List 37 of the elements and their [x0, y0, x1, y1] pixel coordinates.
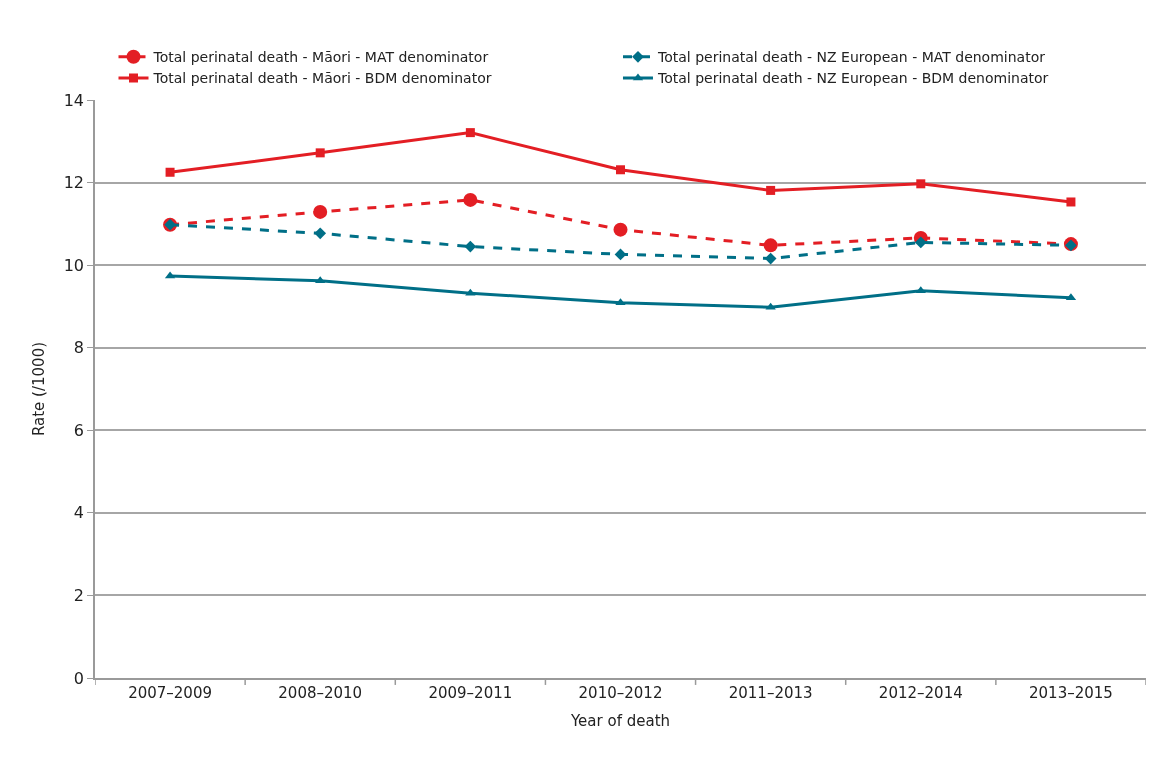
y-tick-label: 14	[63, 90, 85, 110]
point	[315, 148, 325, 158]
point	[465, 128, 475, 138]
x-tick-label: 2010–2012	[578, 683, 663, 702]
x-tick-label: 2012–2014	[878, 683, 963, 702]
x-tick-label: 2009–2011	[428, 683, 513, 702]
point	[463, 192, 478, 207]
x-tick-label: 2013–2015	[1029, 683, 1113, 702]
point	[165, 167, 175, 177]
y-tick-label: 6	[73, 420, 85, 440]
point	[916, 179, 926, 189]
legend-label: Total perinatal death - Māori - MAT denominator	[152, 49, 489, 66]
point	[1066, 197, 1076, 207]
point	[766, 185, 776, 195]
point	[464, 240, 477, 253]
point	[314, 227, 327, 240]
y-tick-label: 2	[73, 586, 85, 606]
y-tick-label: 10	[63, 255, 85, 275]
legend-label: Total perinatal death - Māori - BDM denominator	[152, 70, 492, 87]
x-tick-label: 2007–2009	[128, 683, 212, 702]
y-tick-label: 0	[73, 668, 85, 688]
point	[616, 165, 625, 175]
point	[763, 238, 778, 253]
legend-label: Total perinatal death - NZ European - MAT denominator	[656, 49, 1046, 66]
y-axis-title: Rate (/1000)	[30, 341, 49, 437]
y-tick-label: 4	[73, 503, 85, 523]
point	[765, 302, 776, 310]
x-axis-title: Year of death	[569, 712, 671, 731]
point	[315, 276, 326, 284]
point	[764, 252, 777, 265]
point	[613, 222, 628, 237]
y-tick-label: 8	[73, 338, 85, 358]
x-tick-label: 2011–2013	[728, 683, 813, 702]
legend-label: Total perinatal death - NZ European - BDM denominator	[656, 70, 1049, 87]
point	[313, 204, 328, 219]
x-tick-label: 2008–2010	[278, 683, 363, 702]
y-tick-label: 12	[63, 173, 85, 193]
